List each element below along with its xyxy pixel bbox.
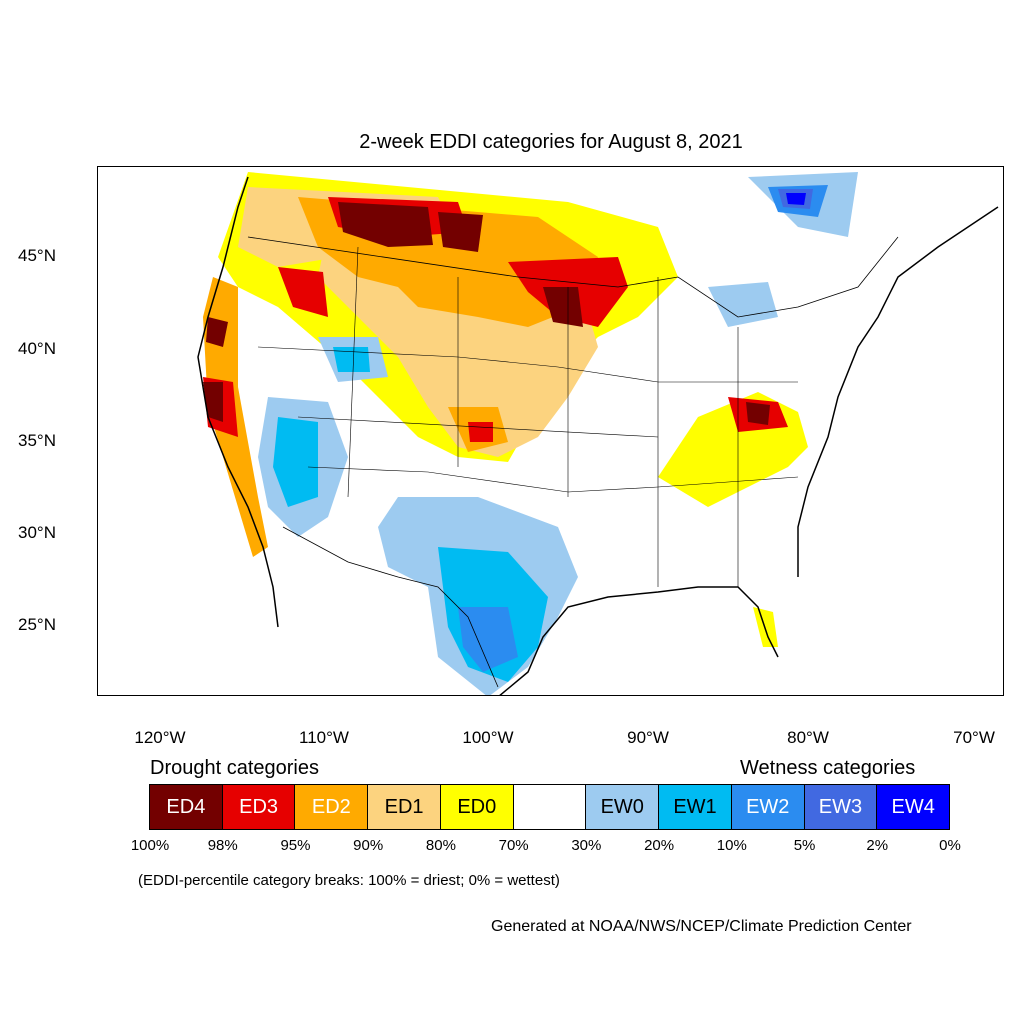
legend-swatch: EW0 <box>585 784 660 830</box>
state-line <box>257 346 798 383</box>
category-fill-layer <box>203 172 858 695</box>
percentile-label: 90% <box>353 837 384 854</box>
legend-swatch: ED1 <box>367 784 441 830</box>
ed3-region-oregon <box>278 267 328 317</box>
legend-swatch: ED3 <box>221 784 296 830</box>
ed4-region-montana <box>338 202 433 247</box>
lon-tick-label: 70°W <box>953 728 995 747</box>
us-mexico-border <box>282 526 499 688</box>
percentile-label: 70% <box>498 837 529 854</box>
lon-tick-label: 110°W <box>299 728 349 747</box>
map-panel <box>97 166 1004 696</box>
percentile-label: 0% <box>939 837 961 854</box>
ed0-region-florida <box>753 607 778 647</box>
lat-tick-label: 45°N <box>18 246 56 265</box>
legend-swatch: EW1 <box>658 784 732 830</box>
ew4-region-maine <box>786 193 806 205</box>
lon-tick-label: 90°W <box>627 728 669 747</box>
percentile-label: 10% <box>716 837 747 854</box>
credit-line: Generated at NOAA/NWS/NCEP/Climate Predi… <box>491 918 912 935</box>
ed4-region-california <box>203 382 223 422</box>
legend-swatch: EW2 <box>730 784 805 830</box>
state-line <box>347 246 359 498</box>
legend-swatch <box>512 784 587 830</box>
ed4-region-dakota <box>438 212 483 252</box>
ew0-region-greatlakes <box>708 282 778 327</box>
ew2-region-texas <box>458 607 518 672</box>
lat-tick-label: 30°N <box>18 523 56 542</box>
percentile-label: 30% <box>571 837 602 854</box>
state-line <box>297 416 659 438</box>
legend-swatch: EW4 <box>876 784 951 830</box>
percentile-label: 2% <box>866 837 889 854</box>
legend-swatch: ED2 <box>294 784 369 830</box>
percentile-label: 80% <box>425 837 456 854</box>
lat-tick-label: 40°N <box>18 339 56 358</box>
category-legend: ED4 ED3 ED2 ED1 ED0 EW0 EW1 EW2 EW3 EW4 <box>149 784 951 830</box>
east-coastline <box>797 206 999 577</box>
percentile-label: 95% <box>280 837 311 854</box>
percentile-label: 100% <box>130 837 170 854</box>
gulf-coastline <box>499 586 779 695</box>
category-note: (EDDI-percentile category breaks: 100% =… <box>138 872 560 889</box>
ed4-region-oregon <box>206 317 228 347</box>
legend-swatch: ED0 <box>439 784 514 830</box>
drought-categories-heading: Drought categories <box>150 757 319 779</box>
ew1-region-southwest <box>273 417 318 507</box>
lat-tick-label: 25°N <box>18 615 56 634</box>
percentile-label: 5% <box>793 837 816 854</box>
west-coastline <box>197 176 279 628</box>
lon-tick-label: 100°W <box>462 728 514 747</box>
wetness-categories-heading: Wetness categories <box>740 757 916 779</box>
lat-tick-label: 35°N <box>18 431 56 450</box>
state-lines <box>257 246 799 587</box>
ew1-region-colorado <box>333 347 370 372</box>
map-title: 2-week EDDI categories for August 8, 202… <box>359 131 743 153</box>
lon-tick-label: 120°W <box>134 728 186 747</box>
ed3-region-kansas <box>468 422 493 442</box>
us-canada-border <box>247 236 899 318</box>
ed4-region-minnesota <box>543 287 583 327</box>
legend-swatch: EW3 <box>803 784 878 830</box>
ed4-region-appalachia <box>746 402 770 425</box>
boundary-layer <box>197 176 999 695</box>
eddi-map <box>197 172 999 695</box>
percentile-label: 98% <box>207 837 238 854</box>
legend-swatch: ED4 <box>149 784 223 830</box>
lon-tick-label: 80°W <box>787 728 829 747</box>
percentile-label: 20% <box>644 837 675 854</box>
